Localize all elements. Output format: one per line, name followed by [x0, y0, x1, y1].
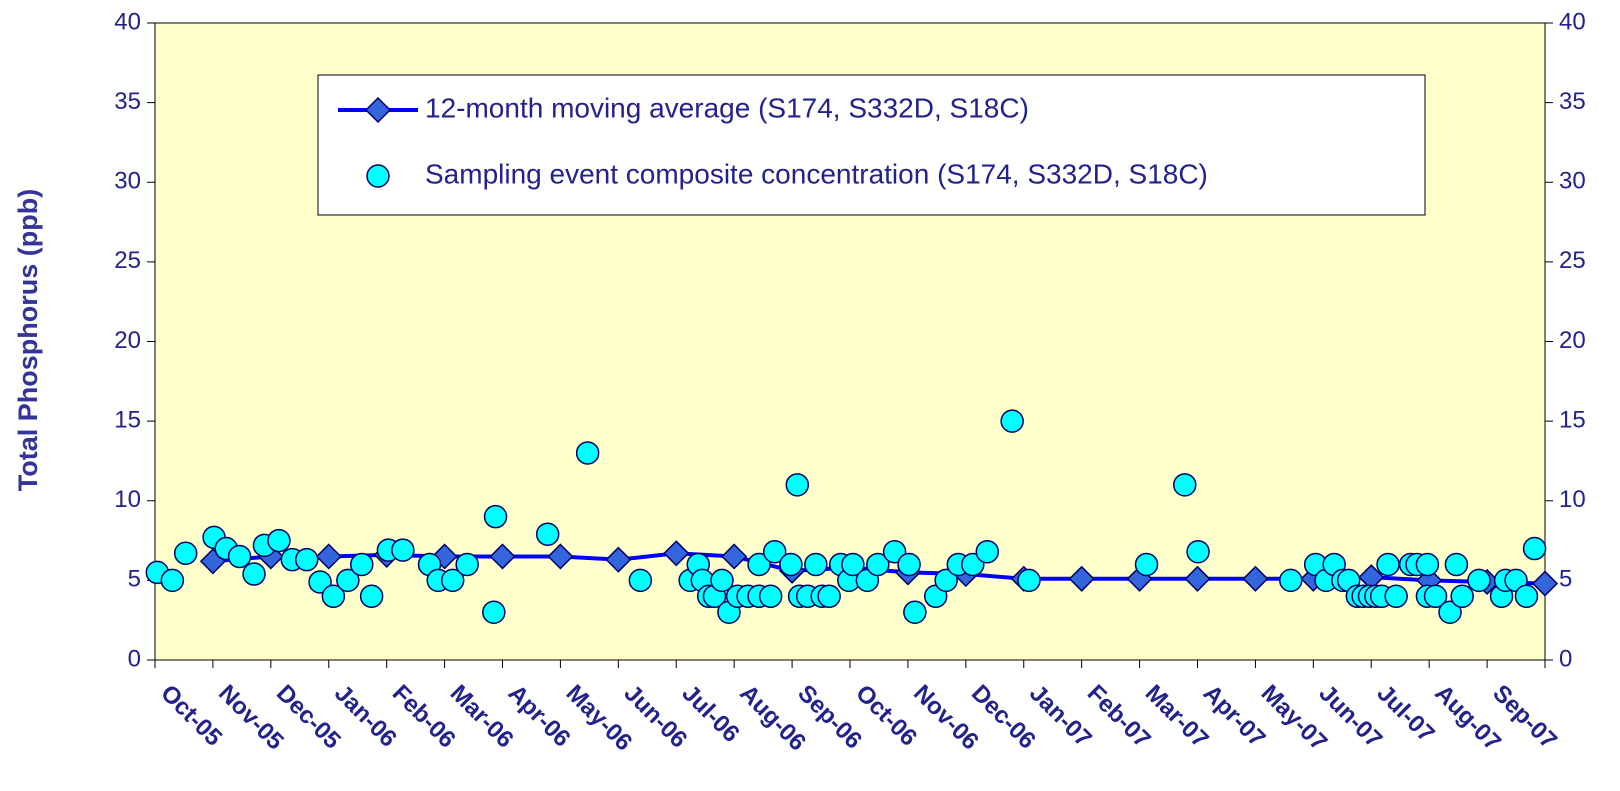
sample-point [1134, 552, 1159, 577]
sample-point [575, 441, 600, 465]
moving-average-marker [1531, 570, 1559, 597]
y-tick-label: 10 [114, 486, 141, 513]
sample-point [628, 568, 653, 593]
moving-average-marker [721, 543, 748, 570]
sample-point [866, 552, 890, 577]
sample-point [1278, 568, 1303, 593]
sample-point [1522, 536, 1547, 561]
sample-point [173, 541, 198, 566]
moving-average-marker [547, 543, 574, 570]
sample-point [710, 568, 734, 593]
y-tick-label: 35 [114, 88, 141, 115]
sample-point [359, 584, 384, 609]
y2-tick-label: 20 [1559, 327, 1586, 354]
sample-point [267, 528, 291, 553]
sample-point [785, 473, 810, 497]
sample-point [975, 539, 1000, 564]
y2-tick-label: 30 [1559, 168, 1586, 195]
moving-average-marker [663, 540, 690, 567]
sample-point [804, 552, 828, 577]
x-tick-label: Jan-07 [1024, 680, 1097, 753]
sample-point [817, 584, 841, 609]
x-tick-label: Jan-06 [329, 680, 402, 753]
legend-marker [364, 96, 392, 124]
moving-average-marker [1184, 565, 1211, 592]
sample-point [160, 568, 185, 593]
sample-point [391, 538, 415, 562]
y2-tick-label: 15 [1559, 406, 1586, 433]
sample-point [227, 544, 252, 569]
y-tick-label: 30 [114, 168, 141, 195]
moving-average-marker [315, 543, 342, 570]
legend-marker [366, 164, 390, 188]
x-tick-label: Dec-05 [271, 680, 346, 755]
x-tick-label: Mar-06 [445, 680, 519, 754]
x-tick-label: Feb-07 [1082, 680, 1156, 754]
moving-average-marker [489, 543, 516, 570]
sample-point [336, 568, 360, 593]
sample-point [1438, 600, 1462, 624]
sample-point [1444, 552, 1469, 577]
x-tick-label: Oct-05 [155, 680, 227, 752]
sample-point [482, 600, 506, 624]
sample-point [294, 547, 319, 572]
x-tick-label: Mar-07 [1140, 680, 1214, 754]
sample-point [1384, 584, 1408, 609]
sample-point [779, 552, 803, 577]
x-tick-label: Feb-06 [387, 680, 461, 754]
sample-point [308, 570, 332, 594]
sample-point [1017, 568, 1041, 593]
sample-point [321, 584, 346, 609]
y-axis-label: Total Phosphorus (ppb) [13, 189, 43, 491]
y-tick-label: 20 [114, 327, 141, 354]
y-tick-label: 40 [114, 8, 141, 35]
y-tick-label: 5 [128, 566, 141, 593]
moving-average-marker [1242, 565, 1269, 592]
sample-point [350, 552, 374, 577]
y2-tick-label: 25 [1559, 247, 1586, 274]
sample-point [1000, 409, 1024, 433]
sample-point [1450, 584, 1474, 609]
sample-point [1514, 584, 1539, 609]
legend-label: 12-month moving average (S174, S332D, S1… [425, 92, 1029, 123]
sample-point [1467, 568, 1491, 593]
sample-point [758, 584, 783, 609]
sample-point [762, 539, 787, 564]
sample-point [440, 568, 465, 593]
sample-point [747, 552, 771, 577]
sample-point [1423, 584, 1448, 609]
sample-point [1415, 552, 1440, 577]
y2-tick-label: 0 [1559, 645, 1572, 672]
sample-point [1173, 473, 1197, 497]
legend-box [317, 74, 1426, 216]
y2-tick-label: 5 [1559, 566, 1572, 593]
moving-average-marker [1068, 565, 1095, 592]
sample-point [903, 600, 927, 624]
x-tick-label: Dec-06 [966, 680, 1041, 755]
y2-tick-label: 35 [1559, 88, 1586, 115]
sample-point [897, 552, 921, 577]
moving-average-marker [605, 546, 632, 573]
y-tick-label: 15 [114, 406, 141, 433]
sample-point [483, 504, 508, 529]
y2-tick-label: 10 [1559, 486, 1586, 513]
sample-point [242, 562, 266, 586]
y-tick-label: 0 [128, 645, 141, 672]
sample-point [841, 552, 865, 577]
x-tick-label: Apr-06 [503, 680, 576, 753]
x-tick-label: Apr-07 [1198, 680, 1271, 753]
sample-point [1376, 552, 1400, 577]
sample-point [455, 552, 479, 577]
y2-tick-label: 40 [1559, 8, 1586, 35]
sample-point [535, 522, 560, 546]
sample-point [934, 568, 958, 593]
y-tick-label: 25 [114, 247, 141, 274]
sample-point [1186, 539, 1210, 564]
legend-label: Sampling event composite concentration (… [425, 158, 1208, 189]
